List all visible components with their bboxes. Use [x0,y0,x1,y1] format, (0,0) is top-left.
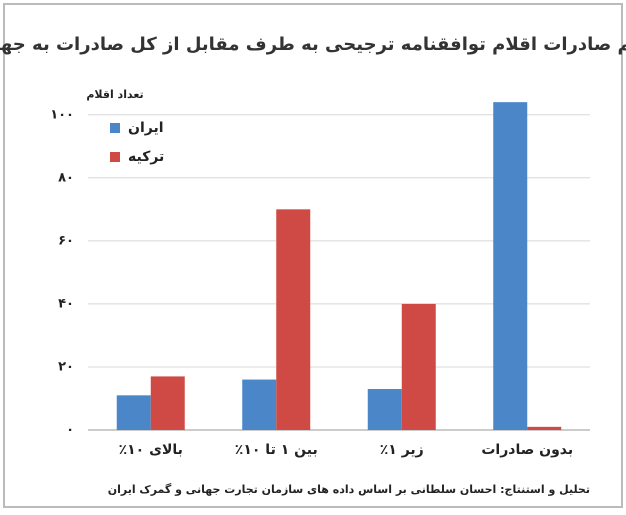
bar [276,209,311,430]
source-note: تحلیل و استنتاج: احسان سلطانی بر اساس دا… [108,483,590,497]
y-tick-label: ۸۰ [58,170,74,185]
legend-swatch [110,152,120,162]
chart-title: سهم صادرات اقلام توافقنامه ترجیحی به طرف… [0,34,626,55]
y-tick-label: ۱۰۰ [50,107,74,122]
x-tick-label: زیر ۱٪ [380,442,424,458]
bar [242,379,277,430]
frame [3,3,623,508]
x-tick-label: بالای ۱۰٪ [119,442,183,458]
legend-label: ایران [128,120,164,136]
legend-label: ترکیه [128,149,164,165]
bar [367,389,402,430]
bar [116,395,151,430]
x-tick-label: بدون صادرات [481,442,573,458]
bar [527,426,562,430]
y-tick-label: ۴۰ [58,296,74,311]
x-tick-label: بین ۱ تا ۱۰٪ [235,442,318,458]
y-tick-label: ۰ [66,423,74,438]
y-axis-label: تعداد اقلام [86,88,143,101]
legend-swatch [110,123,120,133]
y-tick-label: ۶۰ [58,233,74,248]
y-tick-label: ۲۰ [58,359,74,374]
bar [493,102,528,431]
bar [401,303,436,430]
bar [150,376,185,430]
